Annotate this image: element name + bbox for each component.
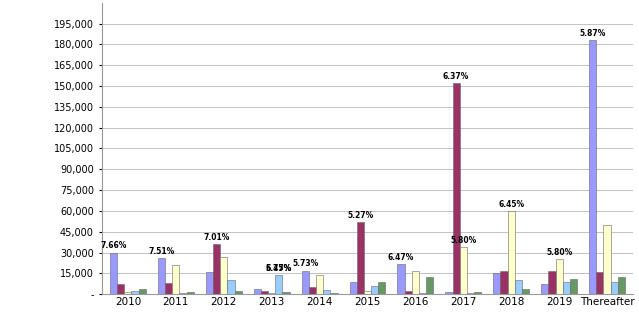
Bar xyxy=(412,271,419,294)
Bar xyxy=(302,271,309,294)
Bar xyxy=(541,284,548,294)
Bar xyxy=(187,292,194,294)
Bar xyxy=(275,275,282,294)
Bar xyxy=(227,280,235,294)
Bar xyxy=(426,277,433,294)
Bar xyxy=(268,293,275,294)
Bar xyxy=(323,290,330,294)
Bar xyxy=(158,258,165,294)
Text: 6.45%: 6.45% xyxy=(498,200,525,209)
Bar xyxy=(254,289,261,294)
Bar xyxy=(474,292,481,294)
Text: 5.27%: 5.27% xyxy=(347,211,373,220)
Bar xyxy=(282,292,289,294)
Bar xyxy=(180,293,187,294)
Text: 5.80%: 5.80% xyxy=(546,248,573,257)
Bar xyxy=(522,289,529,294)
Bar xyxy=(330,293,337,294)
Bar xyxy=(603,225,611,294)
Bar xyxy=(467,293,474,294)
Bar xyxy=(570,279,577,294)
Bar xyxy=(213,244,220,294)
Bar xyxy=(419,293,426,294)
Bar xyxy=(589,40,596,294)
Bar xyxy=(378,282,385,294)
Bar xyxy=(309,287,316,294)
Text: 5.73%: 5.73% xyxy=(292,259,318,269)
Bar xyxy=(611,282,618,294)
Bar xyxy=(404,291,412,294)
Text: 7.51%: 7.51% xyxy=(148,247,174,256)
Text: 5.87%: 5.87% xyxy=(580,29,606,38)
Bar xyxy=(515,280,522,294)
Bar xyxy=(500,271,507,294)
Bar xyxy=(350,282,357,294)
Text: 7.01%: 7.01% xyxy=(203,233,230,242)
Bar xyxy=(618,277,625,294)
Bar xyxy=(173,265,180,294)
Bar xyxy=(397,264,404,294)
Bar xyxy=(220,257,227,294)
Bar xyxy=(125,292,132,294)
Text: 5.75%: 5.75% xyxy=(266,264,292,273)
Bar xyxy=(452,83,459,294)
Bar xyxy=(165,283,173,294)
Bar xyxy=(507,211,515,294)
Bar xyxy=(364,291,371,294)
Bar xyxy=(357,222,364,294)
Text: 6.47%: 6.47% xyxy=(388,253,414,261)
Bar xyxy=(261,291,268,294)
Bar xyxy=(117,284,125,294)
Bar xyxy=(235,291,242,294)
Text: 6.47%: 6.47% xyxy=(266,264,292,273)
Bar xyxy=(316,275,323,294)
Bar xyxy=(445,292,452,294)
Bar xyxy=(493,273,500,294)
Bar xyxy=(371,286,378,294)
Text: 6.37%: 6.37% xyxy=(443,72,469,81)
Bar xyxy=(555,259,563,294)
Bar xyxy=(459,247,467,294)
Bar xyxy=(110,253,117,294)
Bar xyxy=(206,272,213,294)
Bar xyxy=(596,272,603,294)
Bar xyxy=(139,289,146,294)
Bar xyxy=(548,271,555,294)
Bar xyxy=(563,282,570,294)
Text: 5.80%: 5.80% xyxy=(450,236,477,245)
Text: 7.66%: 7.66% xyxy=(100,242,127,250)
Bar xyxy=(132,291,139,294)
